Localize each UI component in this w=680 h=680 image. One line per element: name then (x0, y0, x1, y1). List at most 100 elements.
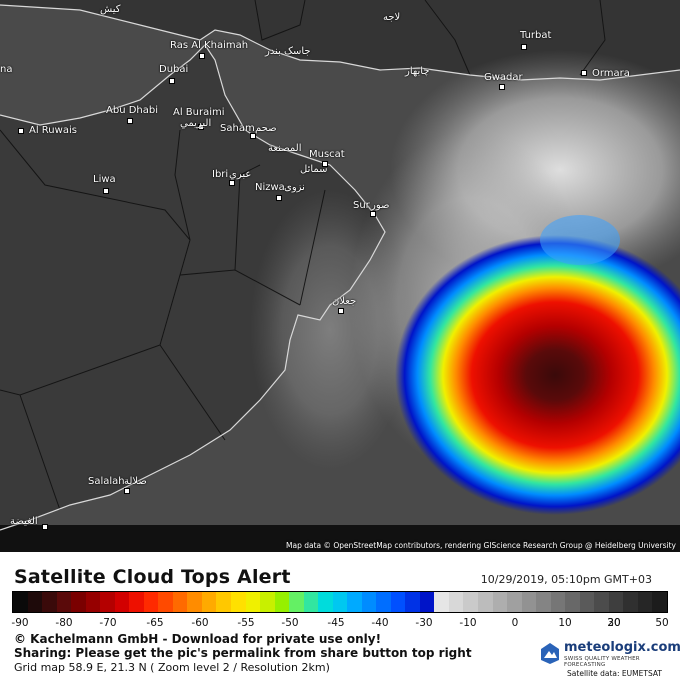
label-liwa: Liwa (93, 174, 116, 185)
label-muscat: Muscat (309, 149, 345, 160)
color-scale-cell (376, 592, 391, 612)
color-scale-cell (143, 592, 159, 612)
color-scale-cell (521, 592, 537, 612)
borders (0, 0, 606, 511)
color-scale-cell (42, 592, 57, 612)
color-scale-cell (158, 592, 173, 612)
marker-sur (370, 211, 376, 217)
meteologix-logo[interactable]: meteologix.com SWISS QUALITY WEATHER FOR… (540, 640, 680, 670)
label-chabahar: چابهار (405, 66, 430, 77)
color-scale-tick-label: -65 (146, 617, 164, 629)
label-ibri: Ibri (212, 169, 229, 180)
label-turbat: Turbat (520, 30, 552, 41)
color-scale-tick-label: -45 (327, 617, 345, 629)
label-al-ruwais: Al Ruwais (29, 125, 77, 136)
marker-saham (250, 133, 256, 139)
color-scale-cell (216, 592, 231, 612)
label-al-buraimi-ar: البريمي (180, 118, 212, 129)
color-scale-tick-label: 50 (655, 617, 669, 629)
label-jalan: جعلان (332, 296, 357, 307)
timestamp: 10/29/2019, 05:10pm GMT+03 (480, 573, 652, 586)
color-scale-cell (274, 592, 290, 612)
marker-ormara (581, 70, 587, 76)
label-bandar-jask: جاسک بندر (265, 46, 311, 57)
marker-jalan (338, 308, 344, 314)
color-scale-cell (303, 592, 319, 612)
color-scale-cell (71, 592, 86, 612)
label-gwadar: Gwadar (484, 72, 523, 83)
marker-abu-dhabi (127, 118, 133, 124)
color-scale-tick-label: 10 (558, 617, 572, 629)
color-scale-cell (623, 592, 638, 612)
marker-nizwa (276, 195, 282, 201)
color-scale-tick-label: -30 (415, 617, 433, 629)
color-scale-cell (114, 592, 130, 612)
color-scale-ticks: -90 -80 -70 -65 -60 -55 -50 -45 -40 -30 -10 0 10 20 30… (0, 617, 680, 631)
color-scale-cell (550, 592, 566, 612)
color-scale-cell (652, 592, 667, 612)
color-scale-cell (172, 592, 188, 612)
color-scale-cell (637, 592, 653, 612)
color-scale-cell (536, 592, 551, 612)
color-scale-cell (85, 592, 101, 612)
marker-turbat (521, 44, 527, 50)
land-arabia (0, 45, 385, 530)
color-scale-tick-label: -90 (11, 617, 29, 629)
color-scale-cell (507, 592, 522, 612)
color-scale-cell (129, 592, 144, 612)
label-lar: لاجه (383, 12, 401, 23)
color-scale-cell (463, 592, 478, 612)
label-al-ghaydah: الغيضة (10, 516, 38, 527)
marker-liwa (103, 188, 109, 194)
color-scale-tick-label: -40 (371, 617, 389, 629)
color-scale-cell (230, 592, 246, 612)
label-salalah: Salalah (88, 476, 125, 487)
color-scale-cell (492, 592, 508, 612)
page-title: Satellite Cloud Tops Alert (14, 566, 291, 588)
label-al-musanaa: المصنعة (268, 143, 302, 154)
color-scale-cell (245, 592, 261, 612)
marker-dubai (169, 78, 175, 84)
color-scale-cell (347, 592, 362, 612)
sharing-notice: Sharing: Please get the pic's permalink … (14, 646, 472, 660)
label-ibri-ar: عبري (229, 169, 252, 180)
cyclone-cloud-tops (395, 235, 680, 515)
color-scale-cell (405, 592, 420, 612)
logo-name: meteologix.com (564, 640, 680, 655)
marker-ras-al-khaimah (199, 53, 205, 59)
color-scale-cell (608, 592, 624, 612)
marker-al-buraimi (198, 124, 204, 130)
color-scale-tick-label: -80 (55, 617, 73, 629)
color-scale-cell (579, 592, 595, 612)
color-scale-cell (187, 592, 202, 612)
color-scale-cell (260, 592, 275, 612)
label-abu-dhabi: Abu Dhabi (106, 105, 158, 116)
color-scale-cell (318, 592, 333, 612)
color-scale-cell (361, 592, 377, 612)
color-scale-cell (289, 592, 304, 612)
color-scale-cell (478, 592, 493, 612)
label-nizwa-ar: نزوى (284, 182, 305, 193)
coastlines (0, 4, 680, 531)
map-graphics (0, 0, 680, 552)
map-attribution: Map data © OpenStreetMap contributors, r… (286, 541, 676, 550)
color-scale-cell (201, 592, 217, 612)
label-samail: سمائل (300, 164, 328, 175)
label-saham-ar: صحم (255, 123, 277, 134)
color-scale-tick-label: -50 (281, 617, 299, 629)
color-scale-cell (565, 592, 580, 612)
color-scale-cell (13, 592, 28, 612)
marker-gwadar (499, 84, 505, 90)
logo-tagline: SWISS QUALITY WEATHER FORECASTING (564, 656, 640, 668)
color-scale-cell (448, 592, 464, 612)
color-scale-tick-label: 30 (607, 617, 621, 629)
label-nizwa: Nizwa (255, 182, 285, 193)
copyright-notice: © Kachelmann GmbH - Download for private… (14, 632, 382, 646)
color-scale-tick-label: -60 (191, 617, 209, 629)
color-scale-cell (390, 592, 406, 612)
satellite-map[interactable]: کیش لاجه Ras Al Khaimah جاسک بندر Turbat… (0, 0, 680, 552)
label-kish: کیش (100, 4, 121, 15)
color-scale-cell (594, 592, 609, 612)
label-sur: Sur (353, 200, 370, 211)
color-scale-bar (12, 591, 668, 613)
